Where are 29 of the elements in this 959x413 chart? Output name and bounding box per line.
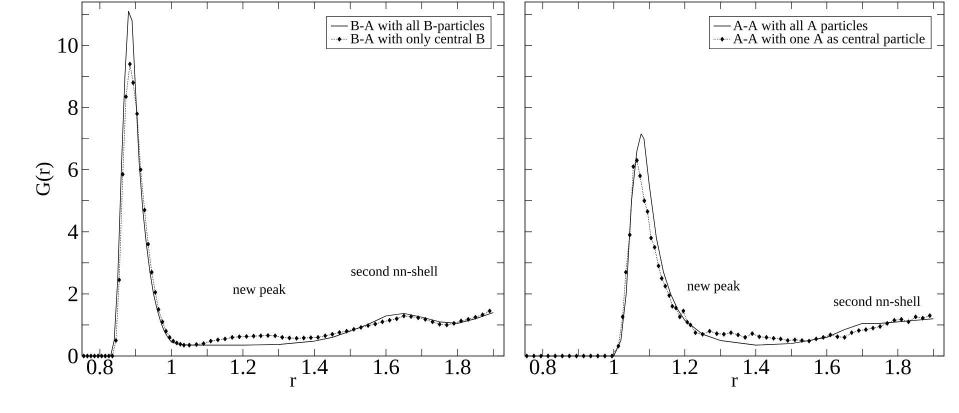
x-tick-label: 1.4 <box>744 360 770 374</box>
x-tick-label: 1.8 <box>446 360 470 374</box>
x-tick-label: 1 <box>610 360 618 374</box>
x-tick-label: 1.6 <box>374 360 400 374</box>
legend-label: B-A with all B-particles <box>350 20 484 34</box>
y-axis-title: G(r) <box>36 162 54 196</box>
legend-label: B-A with only central B <box>350 34 484 46</box>
x-tick-label: 0.8 <box>87 360 113 374</box>
y-tick-label: 2 <box>68 286 78 302</box>
legend-label: A-A with all A particles <box>733 20 868 34</box>
y-tick-label: 6 <box>68 162 78 178</box>
y-tick-label: 8 <box>68 100 78 115</box>
legend-label: A-A with one A as central particle <box>733 34 925 46</box>
y-tick-label: 4 <box>68 224 78 239</box>
annotation: second nn-shell <box>351 266 438 276</box>
x-tick-label: 1.4 <box>302 360 328 374</box>
x-tick-label: 1.2 <box>673 360 698 374</box>
x-tick-label: 1.6 <box>815 360 840 374</box>
x-tick-label: 0.8 <box>530 360 556 374</box>
annotation: new peak <box>233 284 286 297</box>
x-tick-label: 1.2 <box>231 360 256 374</box>
x-axis-title: r <box>732 377 738 387</box>
x-tick-label: 1.8 <box>886 360 911 374</box>
x-axis-title: r <box>290 377 296 387</box>
y-tick-label: 10 <box>58 38 78 53</box>
annotation: second nn-shell <box>834 296 920 306</box>
y-tick-label: 0 <box>68 348 78 364</box>
annotation: new peak <box>687 280 740 294</box>
x-tick-label: 1 <box>168 360 176 374</box>
